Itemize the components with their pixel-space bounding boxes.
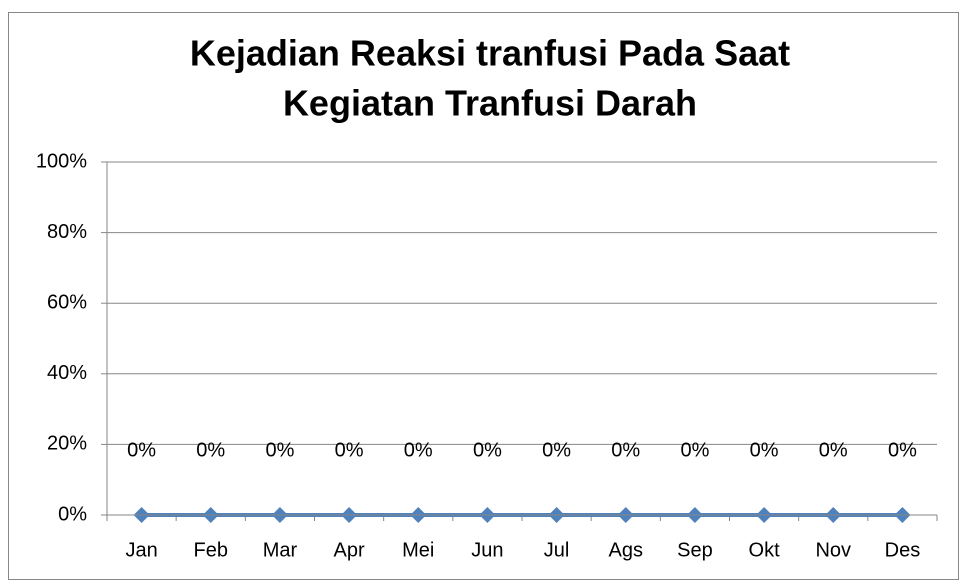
data-label: 0% — [473, 439, 502, 461]
x-tick-label: Jul — [544, 539, 570, 561]
chart-border — [8, 12, 959, 580]
x-tick-label: Jun — [471, 539, 503, 561]
data-label: 0% — [888, 439, 917, 461]
data-label: 0% — [404, 439, 433, 461]
x-tick-label: Apr — [334, 539, 365, 561]
data-label: 0% — [335, 439, 364, 461]
y-tick-label: 40% — [47, 362, 87, 384]
x-tick-label: Jan — [125, 539, 157, 561]
x-tick-label: Sep — [677, 539, 713, 561]
x-tick-label: Des — [885, 539, 921, 561]
y-tick-label: 60% — [47, 291, 87, 313]
data-label: 0% — [680, 439, 709, 461]
x-tick-label: Mei — [402, 539, 434, 561]
y-tick-label: 0% — [58, 503, 87, 525]
x-tick-label: Feb — [194, 539, 228, 561]
x-tick-label: Mar — [263, 539, 298, 561]
y-tick-label: 20% — [47, 433, 87, 455]
chart-title: Kejadian Reaksi tranfusi Pada Saat — [190, 33, 790, 74]
data-label: 0% — [265, 439, 294, 461]
data-label: 0% — [196, 439, 225, 461]
data-label: 0% — [819, 439, 848, 461]
x-tick-label: Nov — [815, 539, 851, 561]
y-tick-label: 100% — [36, 150, 87, 172]
data-label: 0% — [750, 439, 779, 461]
data-label: 0% — [542, 439, 571, 461]
chart-title: Kegiatan Tranfusi Darah — [283, 83, 697, 124]
data-label: 0% — [127, 439, 156, 461]
x-tick-label: Okt — [749, 539, 781, 561]
data-label: 0% — [611, 439, 640, 461]
y-tick-label: 80% — [47, 221, 87, 243]
x-tick-label: Ags — [609, 539, 643, 561]
